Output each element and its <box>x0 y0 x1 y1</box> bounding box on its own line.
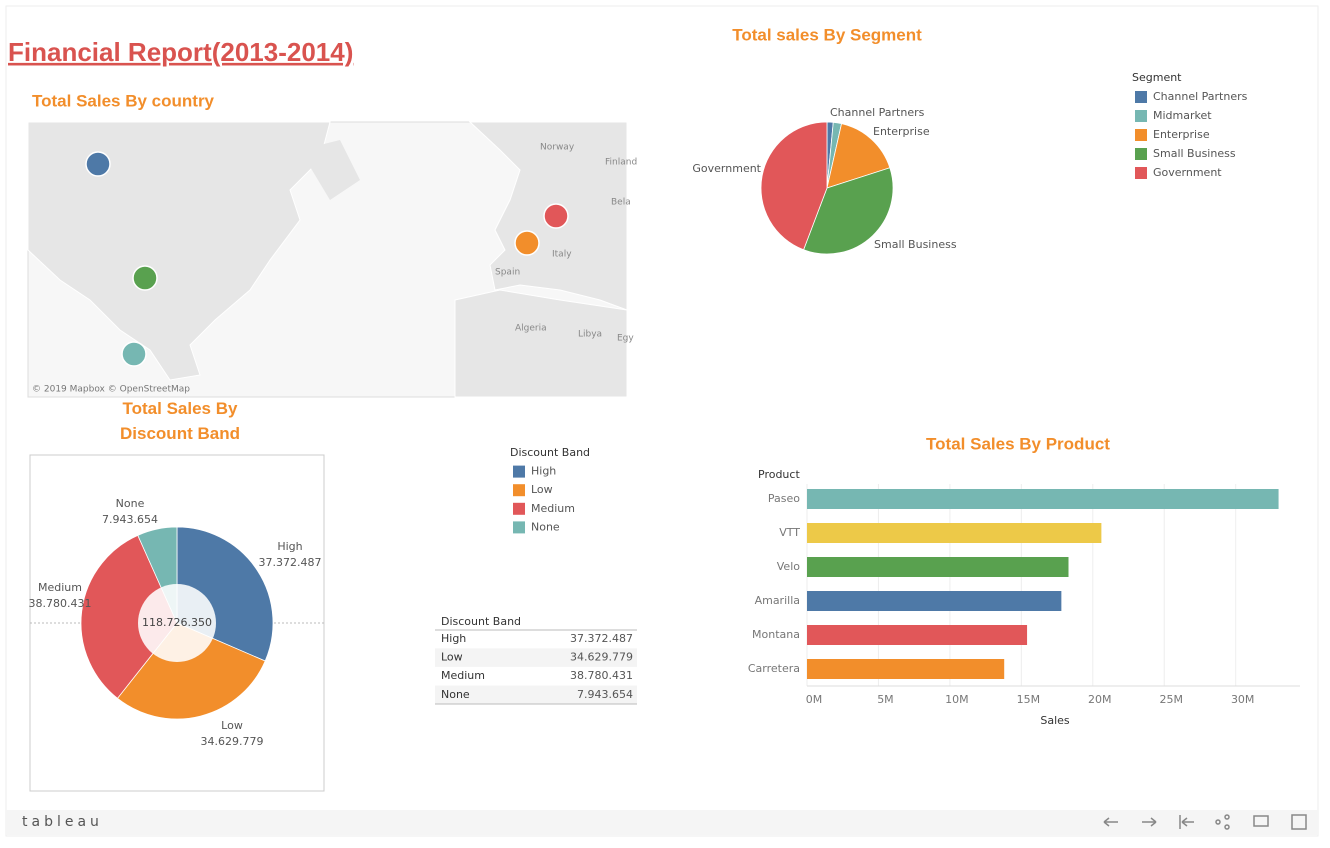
map-label: Egy <box>617 334 634 344</box>
table-cell: 37.372.487 <box>570 632 633 645</box>
table-cell: Low <box>441 651 463 664</box>
map-label: Italy <box>552 250 572 260</box>
legend-swatch <box>1135 91 1147 103</box>
slice-label: Small Business <box>874 238 957 251</box>
table-cell: 7.943.654 <box>577 688 633 701</box>
bar <box>807 659 1005 679</box>
x-tick-label: 5M <box>877 693 894 706</box>
legend-swatch <box>513 502 525 515</box>
y-tick-label: Paseo <box>768 492 800 505</box>
map-label: Spain <box>495 268 520 278</box>
x-tick-label: 30M <box>1231 693 1255 706</box>
donut-title: Total Sales By Discount Band <box>120 399 240 443</box>
slice-label: Enterprise <box>873 125 930 138</box>
bar <box>807 591 1062 611</box>
legend-swatch <box>513 484 525 497</box>
legend-title: Segment <box>1132 71 1182 84</box>
report-title: Financial Report(2013-2014) <box>8 37 353 67</box>
pie-title: Total sales By Segment <box>732 25 922 44</box>
x-axis-title: Sales <box>1040 714 1070 727</box>
slice-label: Government <box>692 162 761 175</box>
x-tick-label: 25M <box>1159 693 1183 706</box>
map-attribution: © 2019 Mapbox © OpenStreetMap <box>32 385 190 395</box>
slice-value: 7.943.654 <box>102 513 158 526</box>
slice-value: 37.372.487 <box>259 556 322 569</box>
legend-label: Enterprise <box>1153 128 1210 141</box>
legend-label: Small Business <box>1153 147 1236 160</box>
map <box>27 121 628 398</box>
legend-swatch <box>1135 129 1147 141</box>
legend-swatch <box>1135 148 1147 160</box>
toolbar-icons[interactable] <box>1103 814 1307 830</box>
table-cell: None <box>441 688 470 701</box>
y-tick-label: Velo <box>777 560 800 573</box>
map-label: Libya <box>578 330 602 340</box>
bar <box>807 523 1102 543</box>
slice <box>760 121 828 251</box>
slice-label: High <box>277 540 302 553</box>
legend-swatch <box>513 465 525 478</box>
brand: tableau <box>22 814 103 830</box>
bar <box>807 557 1069 577</box>
map-title: Total Sales By country <box>32 91 215 110</box>
toolbar <box>6 810 1318 835</box>
slice-label: None <box>116 497 145 510</box>
legend-title: Discount Band <box>510 446 590 459</box>
donut-hole <box>138 584 216 662</box>
bar <box>807 625 1028 645</box>
legend-label: Low <box>531 483 553 496</box>
legend-swatch <box>1135 110 1147 122</box>
legend-swatch <box>513 521 525 534</box>
y-tick-label: Carretera <box>748 662 800 675</box>
slice-label: Low <box>221 719 243 732</box>
y-axis-title: Product <box>758 468 800 481</box>
map-label: Algeria <box>515 324 547 334</box>
slice <box>803 167 894 255</box>
slice-label: Channel Partners <box>830 106 925 119</box>
table-row-bg <box>435 685 637 705</box>
map-label: Norway <box>540 143 575 153</box>
x-tick-label: 15M <box>1017 693 1041 706</box>
bar <box>807 489 1279 509</box>
table-header: Discount Band <box>441 615 521 628</box>
slice <box>116 622 266 720</box>
y-tick-label: Amarilla <box>755 594 800 607</box>
legend-label: Medium <box>531 502 575 515</box>
slice <box>826 123 891 189</box>
legend-swatch <box>1135 167 1147 179</box>
legend-label: Midmarket <box>1153 109 1212 122</box>
y-tick-label: VTT <box>779 526 800 539</box>
x-tick-label: 0M <box>806 693 823 706</box>
table-cell: 34.629.779 <box>570 651 633 664</box>
x-tick-label: 10M <box>945 693 969 706</box>
legend-label: High <box>531 465 556 478</box>
table-row-bg <box>435 648 637 667</box>
legend-label: Channel Partners <box>1153 90 1248 103</box>
donut-total: 118.726.350 <box>142 616 212 629</box>
y-tick-label: Montana <box>752 628 800 641</box>
x-tick-label: 20M <box>1088 693 1112 706</box>
table-cell: High <box>441 632 466 645</box>
slice-value: 38.780.431 <box>29 597 92 610</box>
bar-title: Total Sales By Product <box>926 434 1110 453</box>
slice-label: Medium <box>38 581 82 594</box>
map-label: Finland <box>605 158 637 168</box>
legend-label: None <box>531 520 560 533</box>
slice <box>80 534 178 699</box>
map-label: Bela <box>611 198 631 208</box>
table-cell: 38.780.431 <box>570 669 633 682</box>
slice-value: 34.629.779 <box>201 735 264 748</box>
table-cell: Medium <box>441 669 485 682</box>
legend-label: Government <box>1153 166 1222 179</box>
